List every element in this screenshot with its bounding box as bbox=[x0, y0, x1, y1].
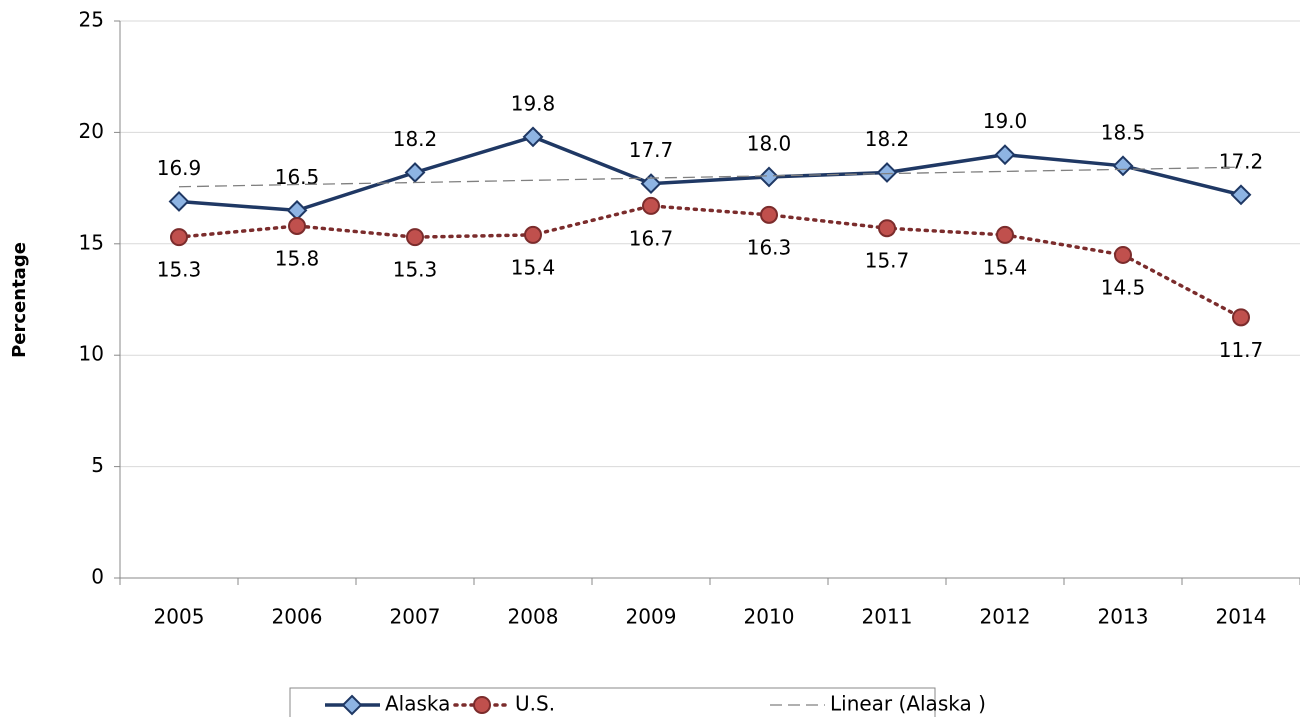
y-tick-label: 10 bbox=[79, 342, 104, 366]
data-label: 18.2 bbox=[393, 127, 438, 151]
x-tick-label: 2011 bbox=[862, 605, 913, 629]
data-label: 16.9 bbox=[157, 156, 202, 180]
marker bbox=[758, 166, 780, 188]
data-label: 15.7 bbox=[865, 249, 910, 273]
series-line bbox=[178, 166, 1242, 188]
legend-label: U.S. bbox=[515, 692, 555, 716]
legend-marker bbox=[473, 696, 491, 714]
marker bbox=[288, 216, 306, 235]
data-label: 16.3 bbox=[747, 235, 792, 259]
marker bbox=[994, 144, 1016, 166]
marker bbox=[170, 228, 188, 247]
data-label: 18.2 bbox=[865, 127, 910, 151]
y-tick-label: 20 bbox=[79, 119, 104, 143]
data-label: 17.7 bbox=[629, 138, 674, 162]
marker bbox=[878, 219, 896, 238]
marker bbox=[524, 225, 542, 244]
x-tick-label: 2007 bbox=[390, 605, 441, 629]
marker bbox=[1112, 155, 1134, 177]
data-label: 17.2 bbox=[1219, 149, 1264, 173]
marker bbox=[522, 126, 544, 148]
y-tick-label: 0 bbox=[91, 565, 104, 589]
data-label: 16.5 bbox=[275, 165, 320, 189]
legend-box bbox=[289, 687, 936, 717]
y-tick-label: 25 bbox=[79, 8, 104, 32]
data-label: 15.3 bbox=[393, 258, 438, 282]
x-tick-label: 2012 bbox=[980, 605, 1031, 629]
marker bbox=[642, 196, 660, 215]
marker bbox=[1232, 308, 1250, 327]
data-label: 18.0 bbox=[747, 131, 792, 155]
x-tick-label: 2005 bbox=[154, 605, 205, 629]
data-label: 15.3 bbox=[157, 258, 202, 282]
marker bbox=[168, 191, 190, 212]
y-tick-label: 5 bbox=[91, 453, 104, 477]
data-label: 19.8 bbox=[511, 91, 556, 115]
marker bbox=[1114, 245, 1132, 264]
data-label: 18.5 bbox=[1101, 120, 1146, 144]
marker bbox=[640, 173, 662, 195]
marker bbox=[406, 228, 424, 247]
marker bbox=[286, 199, 308, 221]
series-line bbox=[178, 135, 1242, 213]
data-label: 15.4 bbox=[511, 255, 556, 279]
x-tick-label: 2014 bbox=[1216, 605, 1267, 629]
data-label: 19.0 bbox=[983, 109, 1028, 133]
marker bbox=[876, 162, 898, 183]
x-tick-label: 2013 bbox=[1098, 605, 1149, 629]
legend-label: Alaska bbox=[385, 692, 450, 716]
marker bbox=[404, 162, 426, 183]
data-label: 15.8 bbox=[275, 246, 320, 270]
legend-marker bbox=[341, 694, 363, 716]
data-label: 16.7 bbox=[629, 226, 674, 250]
marker bbox=[1230, 184, 1252, 206]
marker bbox=[760, 205, 778, 224]
legend-label: Linear (Alaska ) bbox=[830, 692, 986, 716]
y-axis-title: Percentage bbox=[9, 242, 30, 358]
x-tick-label: 2009 bbox=[626, 605, 677, 629]
data-label: 15.4 bbox=[983, 255, 1028, 279]
data-label: 14.5 bbox=[1101, 275, 1146, 299]
x-tick-label: 2006 bbox=[272, 605, 323, 629]
x-tick-label: 2010 bbox=[744, 605, 795, 629]
y-tick-label: 15 bbox=[79, 230, 104, 254]
series-line bbox=[177, 204, 1243, 320]
x-tick-label: 2008 bbox=[508, 605, 559, 629]
marker bbox=[996, 225, 1014, 244]
data-label: 11.7 bbox=[1219, 338, 1264, 362]
